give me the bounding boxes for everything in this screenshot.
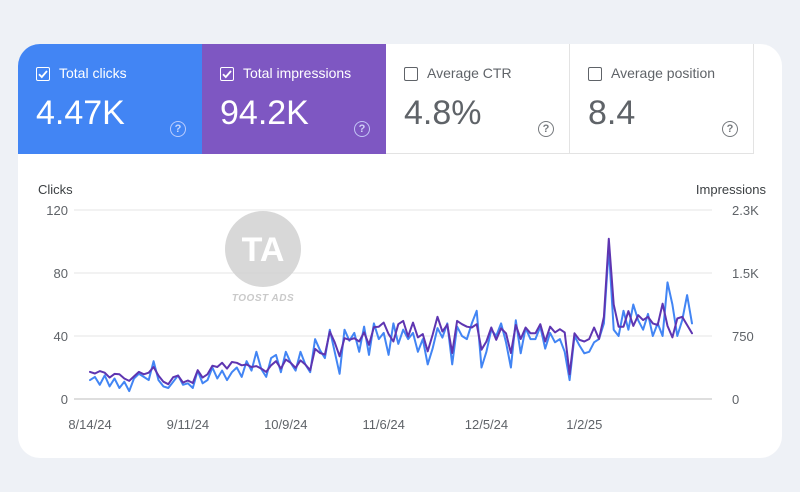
right-axis-ticks: 0 750 1.5K 2.3K [732,203,759,407]
metric-value: 8.4 [588,94,636,132]
series-line-impressions [89,237,693,386]
y-tick-label: 40 [54,329,68,344]
metric-value: 4.47K [36,94,125,132]
x-tick-label: 12/5/24 [465,417,508,432]
help-icon[interactable]: ? [722,121,738,137]
y2-tick-label: 2.3K [732,203,759,218]
checkbox-checked-icon[interactable] [36,67,50,81]
y-tick-label: 120 [46,203,68,218]
help-icon[interactable]: ? [354,121,370,137]
grid-lines [74,209,712,400]
x-tick-label: 11/6/24 [362,417,404,432]
performance-card: Total clicks 4.47K ? Total impressions 9… [18,44,782,458]
series-layer [89,237,693,393]
metric-value: 94.2K [220,94,309,132]
checkbox-checked-icon[interactable] [220,67,234,81]
watermark-logo: TA TOOST ADS [225,211,301,304]
x-tick-label: 9/11/24 [167,417,209,432]
x-tick-label: 1/2/25 [566,417,602,432]
metric-label: Average CTR [427,65,512,81]
y-tick-label: 80 [54,266,68,281]
left-axis-ticks: 0 40 80 120 [46,203,68,407]
watermark-circle [225,211,301,287]
y-tick-label: 0 [61,392,68,407]
x-tick-label: 10/9/24 [264,417,307,432]
metric-average-ctr[interactable]: Average CTR 4.8% ? [386,44,570,154]
help-icon[interactable]: ? [538,121,554,137]
checkbox-unchecked-icon[interactable] [404,67,418,81]
metric-total-clicks[interactable]: Total clicks 4.47K ? [18,44,202,154]
right-axis-title: Impressions [696,182,767,197]
y2-tick-label: 750 [732,329,754,344]
metric-label: Total impressions [243,65,352,81]
x-axis-ticks: 8/14/24 9/11/24 10/9/24 11/6/24 12/5/24 1/2/2… [68,417,602,432]
left-axis-title: Clicks [38,182,73,197]
y2-tick-label: 0 [732,392,739,407]
metric-label: Average position [611,65,716,81]
help-icon[interactable]: ? [170,121,186,137]
metric-label: Total clicks [59,65,127,81]
performance-chart: TA TOOST ADS Clicks Impressions 0 40 80 120… [38,182,767,432]
metric-average-position[interactable]: Average position 8.4 ? [570,44,754,154]
metric-total-impressions[interactable]: Total impressions 94.2K ? [202,44,386,154]
x-tick-label: 8/14/24 [68,417,111,432]
checkbox-unchecked-icon[interactable] [588,67,602,81]
watermark-text: TOOST ADS [232,293,294,304]
watermark-logo-text: TA [242,231,285,269]
y2-tick-label: 1.5K [732,266,759,281]
metric-value: 4.8% [404,94,482,132]
series-line-clicks [89,246,693,393]
metrics-row: Total clicks 4.47K ? Total impressions 9… [18,44,782,154]
